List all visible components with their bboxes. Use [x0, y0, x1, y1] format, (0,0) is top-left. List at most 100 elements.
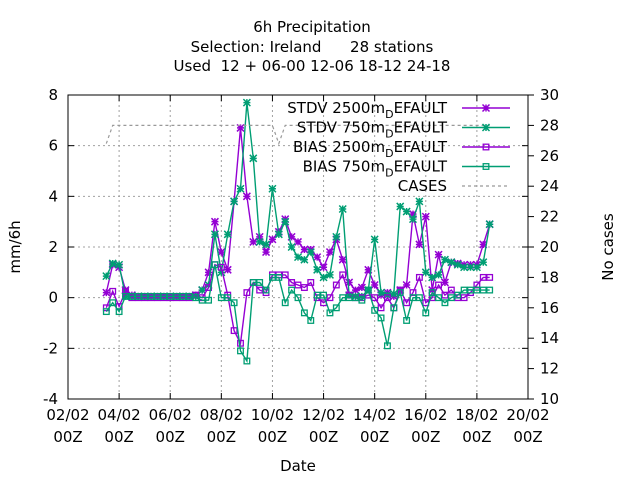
data-point-square: [479, 286, 487, 294]
data-point-square: [332, 304, 340, 312]
legend-label-rest: EFAULT: [394, 99, 448, 117]
data-point-square: [403, 299, 411, 307]
data-point-square: [454, 291, 462, 299]
series-line: [105, 124, 490, 146]
data-point-square: [326, 294, 334, 302]
legend-label-subscript: D: [385, 108, 393, 121]
data-point-star: [281, 217, 290, 226]
data-point-star: [351, 292, 360, 301]
y2-tick-label: 16: [540, 299, 559, 317]
data-point-star: [364, 265, 373, 274]
legend-label-subscript: D: [385, 128, 393, 141]
data-point-square: [352, 294, 359, 302]
series-layer: [102, 98, 494, 365]
data-point-square: [307, 317, 315, 324]
data-point-square: [102, 308, 110, 316]
data-point-square: [383, 294, 391, 302]
data-point-star: [345, 278, 354, 287]
x-tick-label-time: 00Z: [104, 428, 133, 446]
data-point-square: [307, 279, 315, 286]
data-point-star: [357, 292, 366, 301]
data-point-square: [390, 304, 398, 312]
data-point-square: [230, 327, 238, 335]
x-tick-label-time: 00Z: [258, 428, 287, 446]
data-point-star: [357, 283, 366, 292]
x-axis-label: Date: [280, 457, 316, 475]
data-point-star: [300, 255, 309, 264]
data-point-square: [256, 286, 264, 294]
data-point-square: [243, 289, 251, 297]
data-point-square: [281, 271, 289, 279]
x-tick-label-date: 20/02: [506, 406, 549, 424]
y2-tick-label: 12: [540, 360, 559, 378]
y-tick-label: -4: [43, 390, 58, 408]
plot-frame: [67, 94, 529, 400]
data-point-star: [408, 210, 418, 219]
data-point-star: [223, 265, 232, 274]
data-point-square: [326, 309, 334, 317]
data-point-star: [217, 268, 226, 277]
legend-label: CASES: [398, 177, 447, 195]
y2-tick-label: 10: [540, 390, 559, 408]
data-point-star: [415, 197, 424, 206]
x-tick-label-date: 12/02: [302, 406, 345, 424]
data-point-square: [288, 279, 296, 286]
data-point-square: [428, 289, 436, 297]
legend-label: STDV 2500mDEFAULT: [287, 99, 448, 121]
legend-label-main: STDV 750m: [297, 119, 385, 137]
data-point-star: [415, 240, 424, 249]
x-tick-label-date: 10/02: [251, 406, 294, 424]
data-point-star: [370, 235, 379, 244]
y-tick-label: 6: [48, 137, 58, 155]
y2-tick-label: 18: [540, 268, 559, 286]
data-point-square: [447, 294, 455, 302]
data-point-square: [409, 294, 417, 302]
data-point-square: [185, 292, 193, 300]
legend-label-subscript: D: [385, 147, 393, 160]
data-point-square: [256, 279, 264, 286]
data-point-square: [128, 292, 136, 300]
data-point-square: [435, 281, 443, 289]
x-tick-label-time: 00Z: [156, 428, 185, 446]
legend-label-rest: EFAULT: [394, 119, 448, 137]
data-point-square: [447, 286, 455, 294]
data-point-star: [268, 184, 277, 193]
legend-label-rest: EFAULT: [394, 138, 448, 156]
data-point-square: [134, 292, 142, 300]
data-point-star: [230, 197, 239, 206]
data-point-star: [242, 98, 251, 107]
chart-title: 6h Precipitation Selection: Ireland 28 s…: [174, 18, 451, 75]
data-point-square: [300, 309, 308, 317]
y2-tick-label: 20: [540, 238, 559, 256]
data-point-star: [300, 245, 309, 254]
y-tick-label: 0: [48, 289, 58, 307]
data-point-star: [262, 240, 271, 249]
data-point-square: [109, 287, 117, 295]
x-tick-label-date: 18/02: [455, 406, 498, 424]
data-point-star: [223, 230, 232, 239]
data-point-star: [466, 263, 475, 272]
data-point-square: [147, 292, 155, 300]
data-point-square: [339, 294, 347, 302]
x-tick-label-time: 00Z: [411, 428, 440, 446]
data-point-star: [293, 253, 303, 262]
x-tick-label-date: 02/02: [46, 406, 89, 424]
data-point-star: [481, 123, 491, 132]
data-point-square: [482, 163, 490, 170]
data-point-star: [434, 270, 443, 279]
x-tick-label-date: 08/02: [200, 406, 243, 424]
data-point-star: [377, 288, 386, 297]
data-point-square: [217, 294, 225, 302]
data-point-square: [249, 279, 257, 286]
data-point-star: [351, 286, 360, 295]
data-point-star: [108, 259, 117, 268]
data-point-star: [408, 215, 418, 224]
data-point-star: [293, 237, 303, 246]
data-point-star: [396, 202, 405, 211]
x-tick-label-time: 00Z: [53, 428, 82, 446]
data-point-star: [440, 255, 449, 264]
data-point-square: [396, 289, 404, 297]
legend-label-main: BIAS 750m: [303, 158, 386, 176]
data-point-square: [371, 294, 379, 302]
